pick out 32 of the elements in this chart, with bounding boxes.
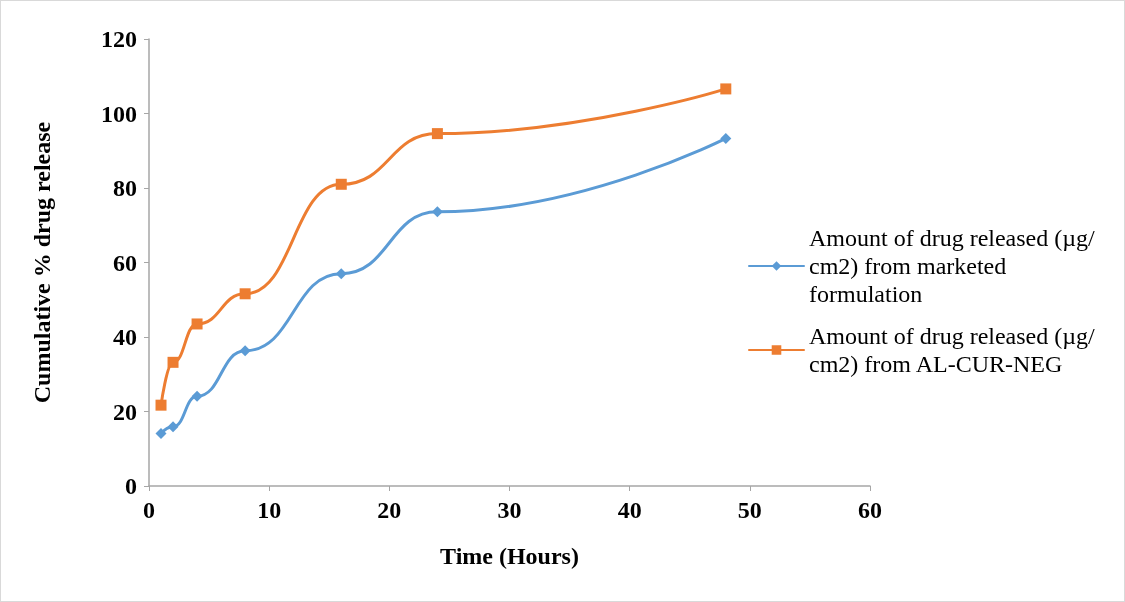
point <box>191 318 203 330</box>
point <box>239 288 251 300</box>
point <box>239 345 251 357</box>
point <box>167 356 179 368</box>
x-tick-label: 20 <box>377 497 402 523</box>
y-tick-label: 100 <box>101 100 137 127</box>
x-tick-label: 30 <box>497 497 522 523</box>
legend-label: Amount of drug released (µg/cm2) from AL-CUR-NEG <box>809 323 1096 377</box>
point <box>431 206 443 218</box>
x-tick-label: 0 <box>143 497 155 523</box>
point <box>155 399 167 411</box>
point <box>335 268 347 280</box>
x-tick-label: 40 <box>617 497 642 523</box>
x-axis-title: Time (Hours) <box>440 543 579 569</box>
x-tick-label: 10 <box>257 497 282 523</box>
y-tick-label: 40 <box>113 324 137 350</box>
y-axis-title: Cumulative % drug release <box>29 121 55 404</box>
point <box>191 390 203 402</box>
point <box>155 427 167 439</box>
point <box>720 83 732 95</box>
point <box>167 421 179 433</box>
point <box>720 132 732 144</box>
y-tick-label: 20 <box>113 398 137 425</box>
y-tick-label: 80 <box>113 175 137 201</box>
y-tick-label: 120 <box>101 26 137 52</box>
legend-label: Amount of drug released (µg/cm2) from marketed formulation <box>809 225 1096 307</box>
point <box>431 128 443 140</box>
y-tick-label: 0 <box>125 473 137 499</box>
point <box>335 178 347 190</box>
x-tick-label: 50 <box>737 497 762 523</box>
x-tick-label: 60 <box>858 497 882 523</box>
y-tick-label: 60 <box>113 249 137 276</box>
